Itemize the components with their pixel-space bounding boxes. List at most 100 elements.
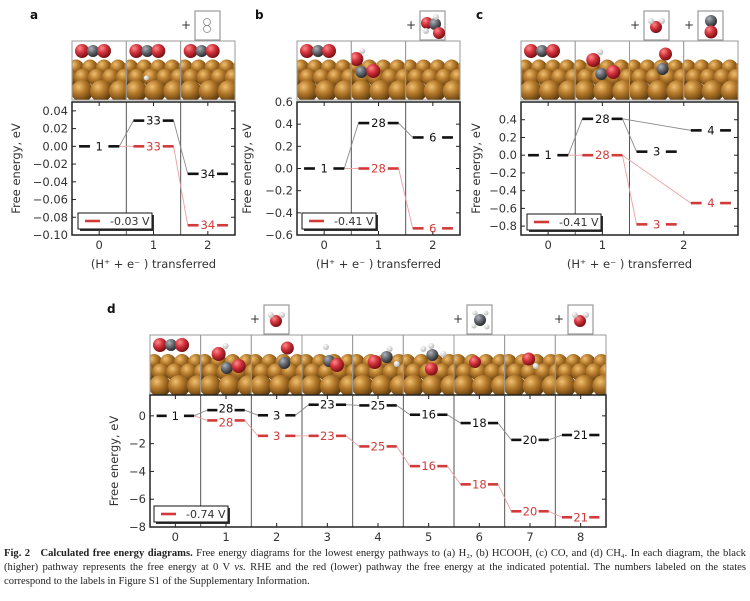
hydrogen-atom (597, 49, 604, 55)
carbon-atom (426, 349, 439, 361)
pathway-connector (622, 118, 637, 152)
x-tick-label: 6 (476, 530, 483, 544)
state-label: 34 (201, 167, 216, 181)
legend-box (526, 213, 602, 231)
red-pathway: 28 3 4 (568, 148, 731, 231)
copper-atom (612, 80, 630, 100)
copper-atom (521, 84, 523, 98)
copper-atom (352, 375, 374, 395)
copper-atom (423, 80, 446, 100)
state-label: 6 (429, 130, 436, 144)
panel-letter: b (255, 8, 264, 22)
state-label: 28 (371, 116, 386, 130)
carbon-atom (355, 66, 368, 78)
copper-atom (90, 80, 112, 100)
hydrogen-atom (279, 312, 285, 318)
structure-tile (149, 334, 202, 396)
red-pathway: 28 6 (344, 162, 453, 235)
tile-content (555, 335, 606, 395)
CO2-icon (300, 44, 336, 58)
carbon-atom (595, 68, 608, 80)
copper-atom (198, 80, 221, 100)
hydrogen-atom (648, 18, 654, 24)
y-tick-label: −0.04 (33, 175, 68, 189)
H2O-icon (648, 18, 665, 33)
HCOO-icon (351, 48, 381, 78)
CO-icon (656, 47, 672, 75)
state-label: 20 (523, 433, 538, 447)
oxygen-atom (574, 315, 586, 327)
state-label: 28 (595, 112, 610, 126)
copper-atom (701, 80, 724, 100)
y-tick-label: −4 (129, 464, 146, 478)
plus-sign: + (250, 312, 260, 326)
hydrogen-atom (471, 323, 477, 329)
legend-box (77, 212, 153, 230)
y-tick-label: 0.2 (275, 139, 293, 153)
state-label: 18 (472, 416, 487, 430)
x-tick-label: 1 (599, 238, 606, 252)
x-tick-label: 1 (150, 238, 157, 252)
oxygen-atom (97, 44, 111, 58)
copper-atom (72, 84, 74, 98)
COOH-icon (211, 343, 246, 374)
legend-label: -0.41 V (559, 216, 599, 229)
copper-atom (740, 80, 750, 102)
carbon-atom (195, 45, 208, 57)
y-tick-label: 0.04 (42, 104, 68, 118)
x-axis-title: (H⁺ + e⁻ ) transferred (316, 257, 441, 271)
hydrogen-atom (268, 312, 274, 318)
copper-atom (334, 80, 352, 100)
state-label: 25 (371, 439, 386, 453)
CO2-icon (183, 44, 220, 58)
copper-atom (462, 80, 484, 102)
oxygen-atom (524, 44, 538, 58)
plot-frame (149, 394, 607, 528)
pathway-connector (396, 446, 411, 467)
y-tick-label: −2 (129, 437, 146, 451)
x-tick-label: 0 (172, 530, 179, 544)
copper-atom (180, 80, 202, 100)
y-tick-label: 0.2 (499, 130, 517, 144)
x-tick-label: 0 (321, 238, 328, 252)
pathway-connector (343, 122, 359, 169)
pathway-connector (447, 414, 461, 424)
y-tick-label: −6 (129, 492, 146, 506)
carbon-atom (278, 357, 291, 369)
carbon-atom (380, 351, 393, 363)
copper-atom (541, 375, 556, 395)
copper-atom (315, 80, 337, 100)
HCOOH-icon (421, 14, 445, 39)
structure-tile (350, 40, 407, 101)
panel-a: a +0.04 0.02 0.00 −0.02 −0.04 −0.06 −0.08 −0.10 0… (9, 8, 236, 271)
copper-atom (217, 80, 236, 100)
COOH-icon (586, 49, 621, 80)
gas-product-box (643, 10, 670, 41)
oxygen-atom (351, 52, 364, 66)
y-tick-label: −0.4 (489, 184, 517, 198)
carbon-atom (705, 15, 717, 27)
panel-letter: d (107, 302, 116, 316)
hydrogen-atom (323, 344, 329, 350)
y-tick-label: 0.00 (42, 139, 68, 153)
pathway-connector (398, 122, 414, 138)
oxygen-atom (433, 27, 445, 39)
oxygen-atom (650, 21, 662, 33)
CO2-icon (524, 44, 560, 58)
hydrogen-atom (428, 343, 435, 349)
copper-atom (237, 375, 252, 395)
state-label: 21 (573, 510, 588, 524)
copper-atom (683, 80, 705, 100)
carbon-atom (429, 18, 441, 30)
oxygen-atom (129, 44, 144, 58)
state-label: 33 (146, 114, 161, 128)
plus-sign: + (406, 18, 416, 32)
tile-content (683, 41, 750, 102)
state-label: 3 (273, 408, 280, 422)
oxygen-atom (322, 44, 336, 58)
panel-b: b +0.6 0.4 0.2 0.0 −0.2 −0.4 −0.6 0 1 2 28 6 1 28 6 -0.4… (240, 8, 484, 271)
copper-atom (150, 379, 152, 393)
pathway-connector (497, 422, 512, 441)
